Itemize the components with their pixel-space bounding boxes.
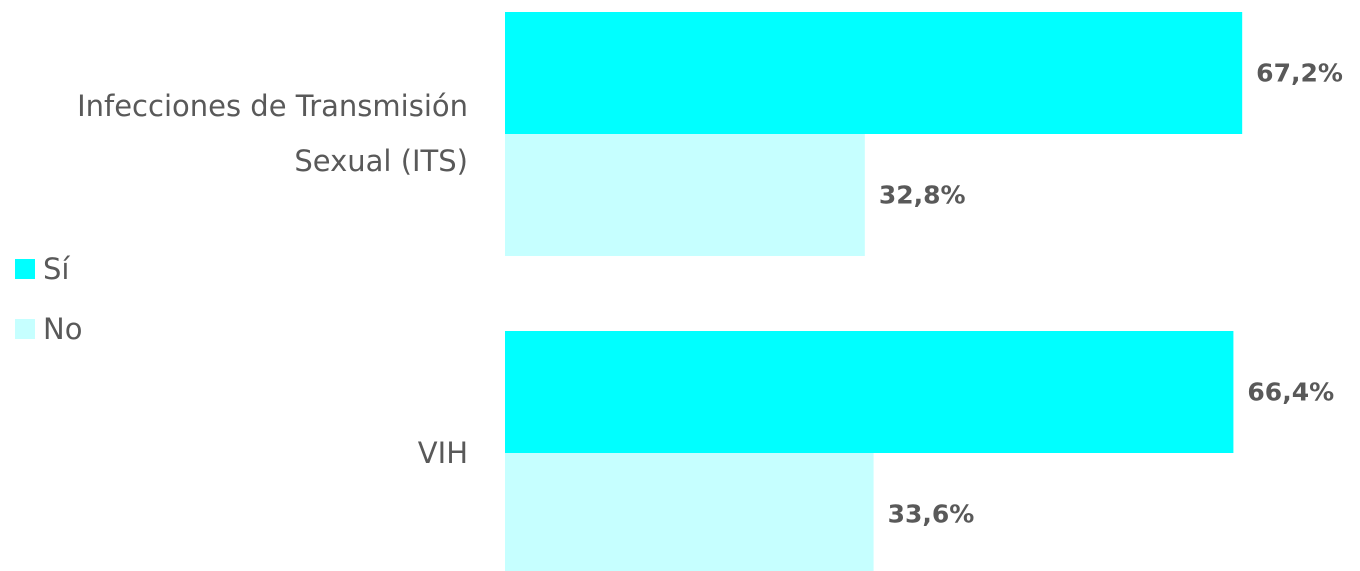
bar [505, 453, 874, 571]
bar [505, 134, 865, 256]
value-label: 66,4% [1247, 377, 1335, 407]
value-label: 33,6% [887, 499, 975, 529]
legend-swatch [15, 259, 35, 279]
legend-item: Sí [15, 252, 69, 286]
category-label: VIH [417, 435, 468, 470]
bar [505, 331, 1234, 453]
legend-label: No [43, 312, 83, 346]
bar [505, 12, 1243, 134]
legend-label: Sí [43, 252, 70, 286]
category-label: Infecciones de Transmisión Sexual (ITS) [77, 89, 468, 178]
legend-item: No [15, 312, 82, 346]
legend-swatch [15, 319, 35, 339]
value-label: 32,8% [878, 180, 966, 210]
value-label: 67,2% [1256, 58, 1343, 88]
